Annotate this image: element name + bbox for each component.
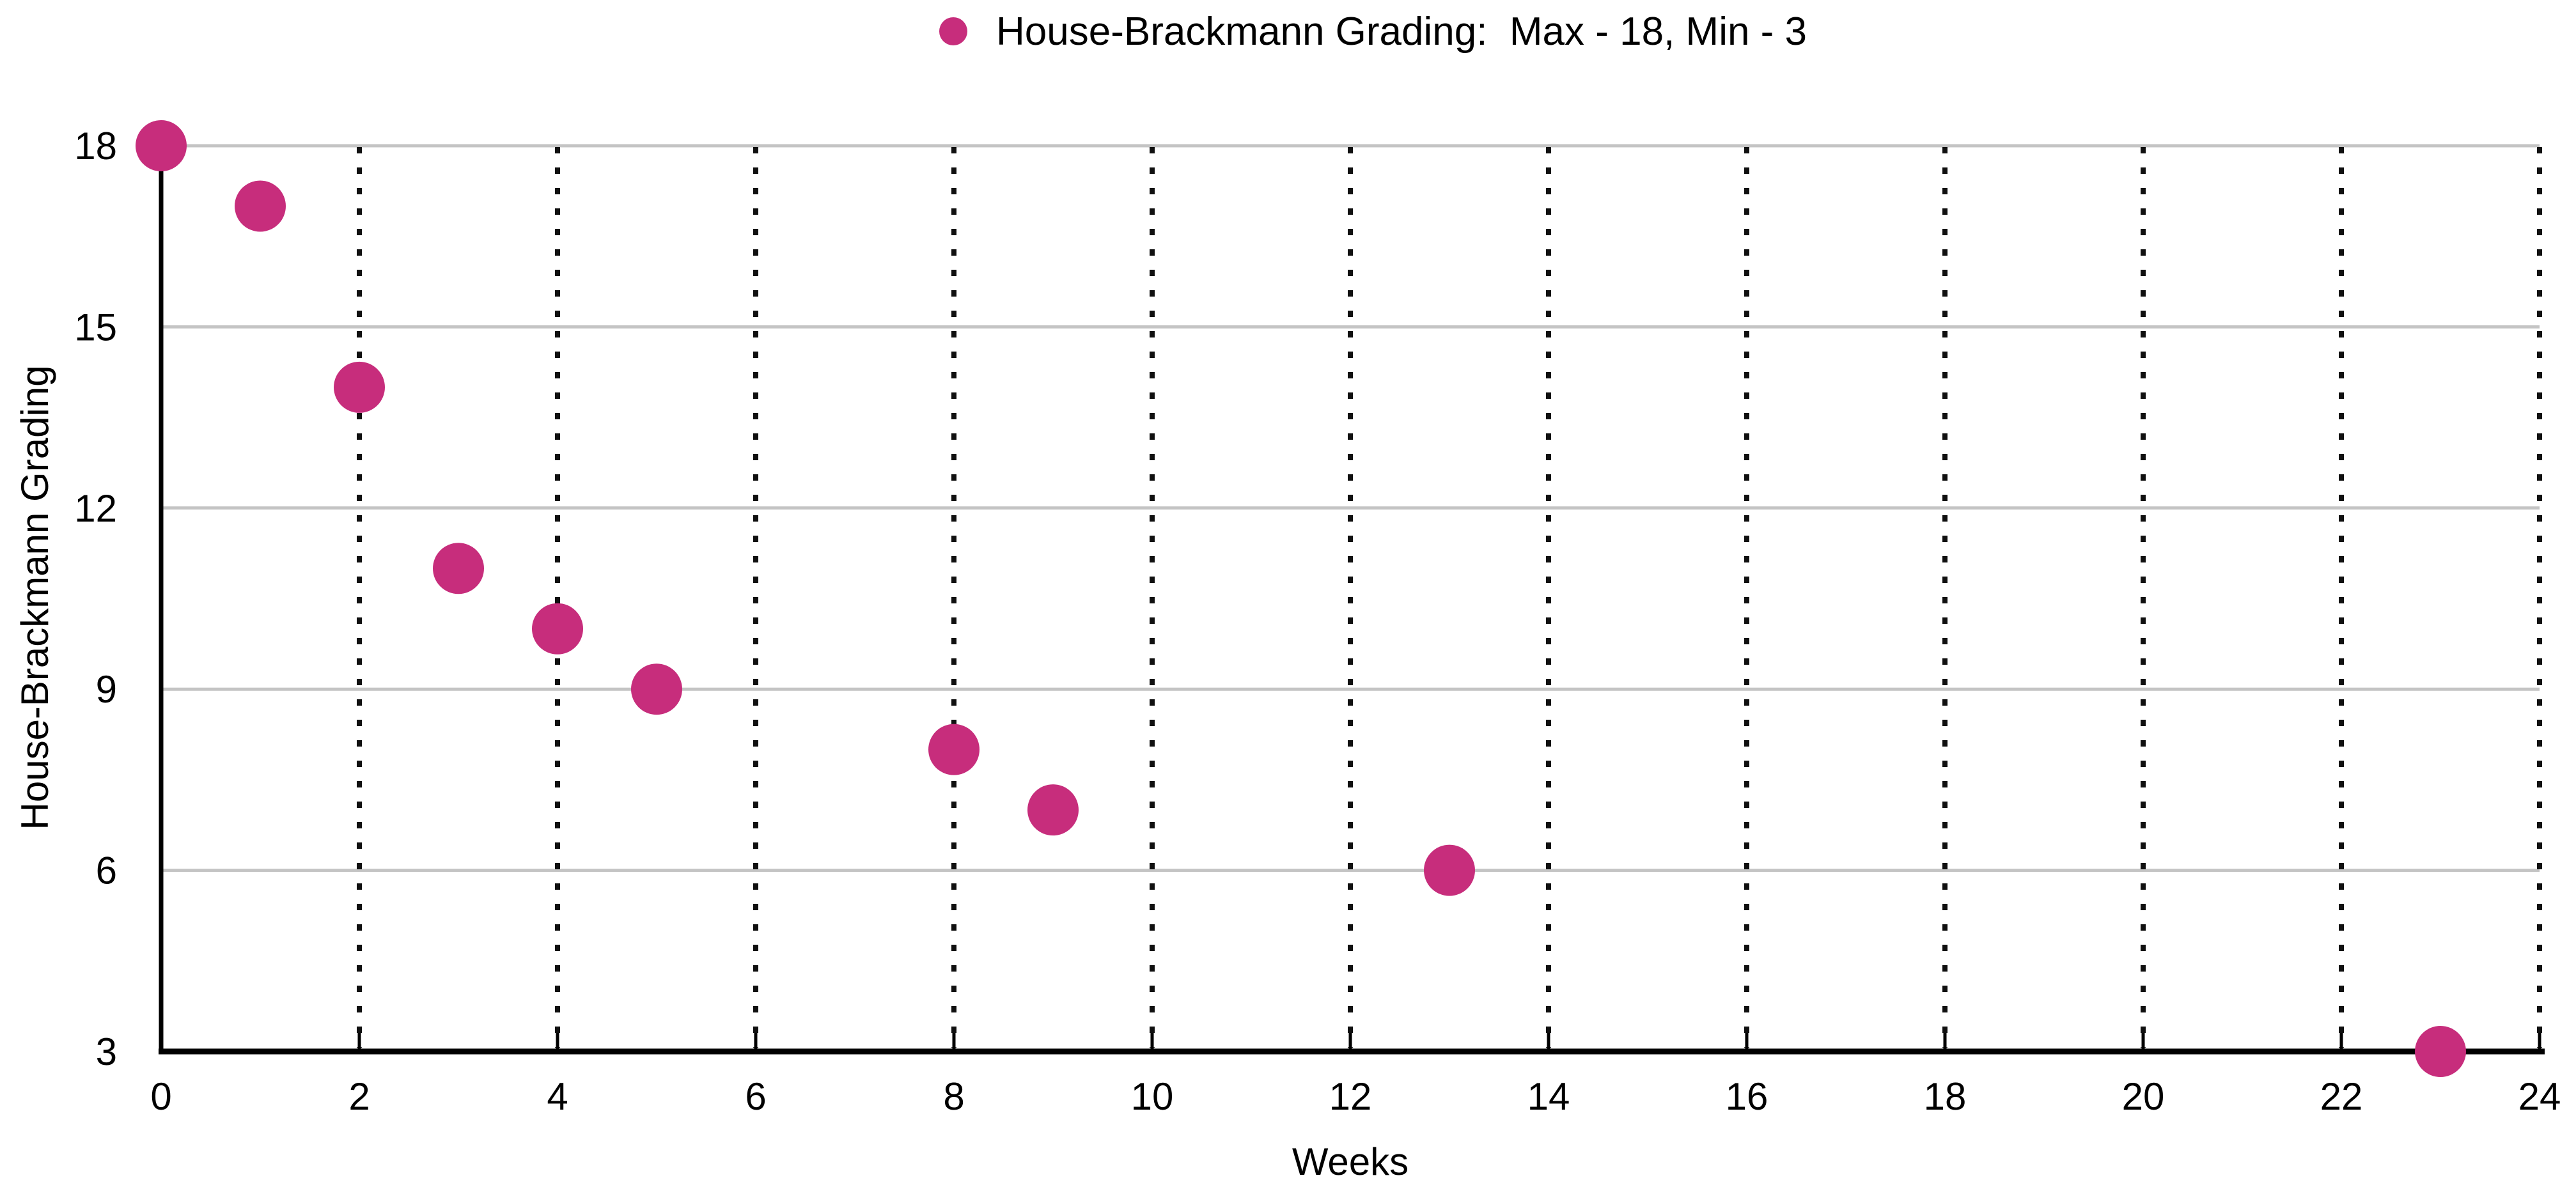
x-tick-label: 14 <box>1527 1075 1570 1118</box>
x-tick-label: 2 <box>348 1075 370 1118</box>
x-axis-title: Weeks <box>1292 1140 1409 1183</box>
x-tick-label: 4 <box>547 1075 568 1118</box>
y-tick-label: 6 <box>96 849 117 892</box>
x-tick-label: 22 <box>2320 1075 2363 1118</box>
data-point <box>2415 1026 2466 1078</box>
legend-label: House-Brackmann Grading: Max - 18, Min -… <box>996 10 1807 54</box>
y-tick-label: 15 <box>74 306 117 348</box>
legend: House-Brackmann Grading: Max - 18, Min -… <box>939 10 1807 54</box>
x-tick-label: 10 <box>1131 1075 1174 1118</box>
data-point <box>1424 844 1475 896</box>
y-tick-label: 9 <box>96 668 117 711</box>
x-tick-label: 0 <box>150 1075 171 1118</box>
x-tick-label: 24 <box>2518 1075 2561 1118</box>
x-tick-label: 18 <box>1924 1075 1967 1118</box>
y-tick-label: 18 <box>74 125 117 167</box>
data-points <box>136 120 2466 1078</box>
data-point <box>631 663 682 715</box>
vertical-gridlines <box>357 147 2542 1048</box>
data-point <box>1027 784 1079 836</box>
data-point <box>334 361 385 413</box>
x-tick-label: 20 <box>2122 1075 2165 1118</box>
legend-marker-icon <box>939 17 967 45</box>
x-tick-label: 16 <box>1726 1075 1768 1118</box>
data-point <box>928 724 980 775</box>
x-tick-label: 8 <box>943 1075 964 1118</box>
horizontal-gridlines <box>161 144 2540 872</box>
data-point <box>235 180 286 232</box>
axes <box>159 143 2545 1055</box>
x-tick-label: 6 <box>745 1075 766 1118</box>
data-point <box>136 120 187 171</box>
y-axis-title: House-Brackmann Grading <box>13 365 56 830</box>
y-tick-label: 3 <box>96 1030 117 1073</box>
data-point <box>532 603 583 655</box>
data-point <box>433 543 484 594</box>
y-tick-label: 12 <box>74 487 117 530</box>
x-tick-label: 12 <box>1329 1075 1372 1118</box>
